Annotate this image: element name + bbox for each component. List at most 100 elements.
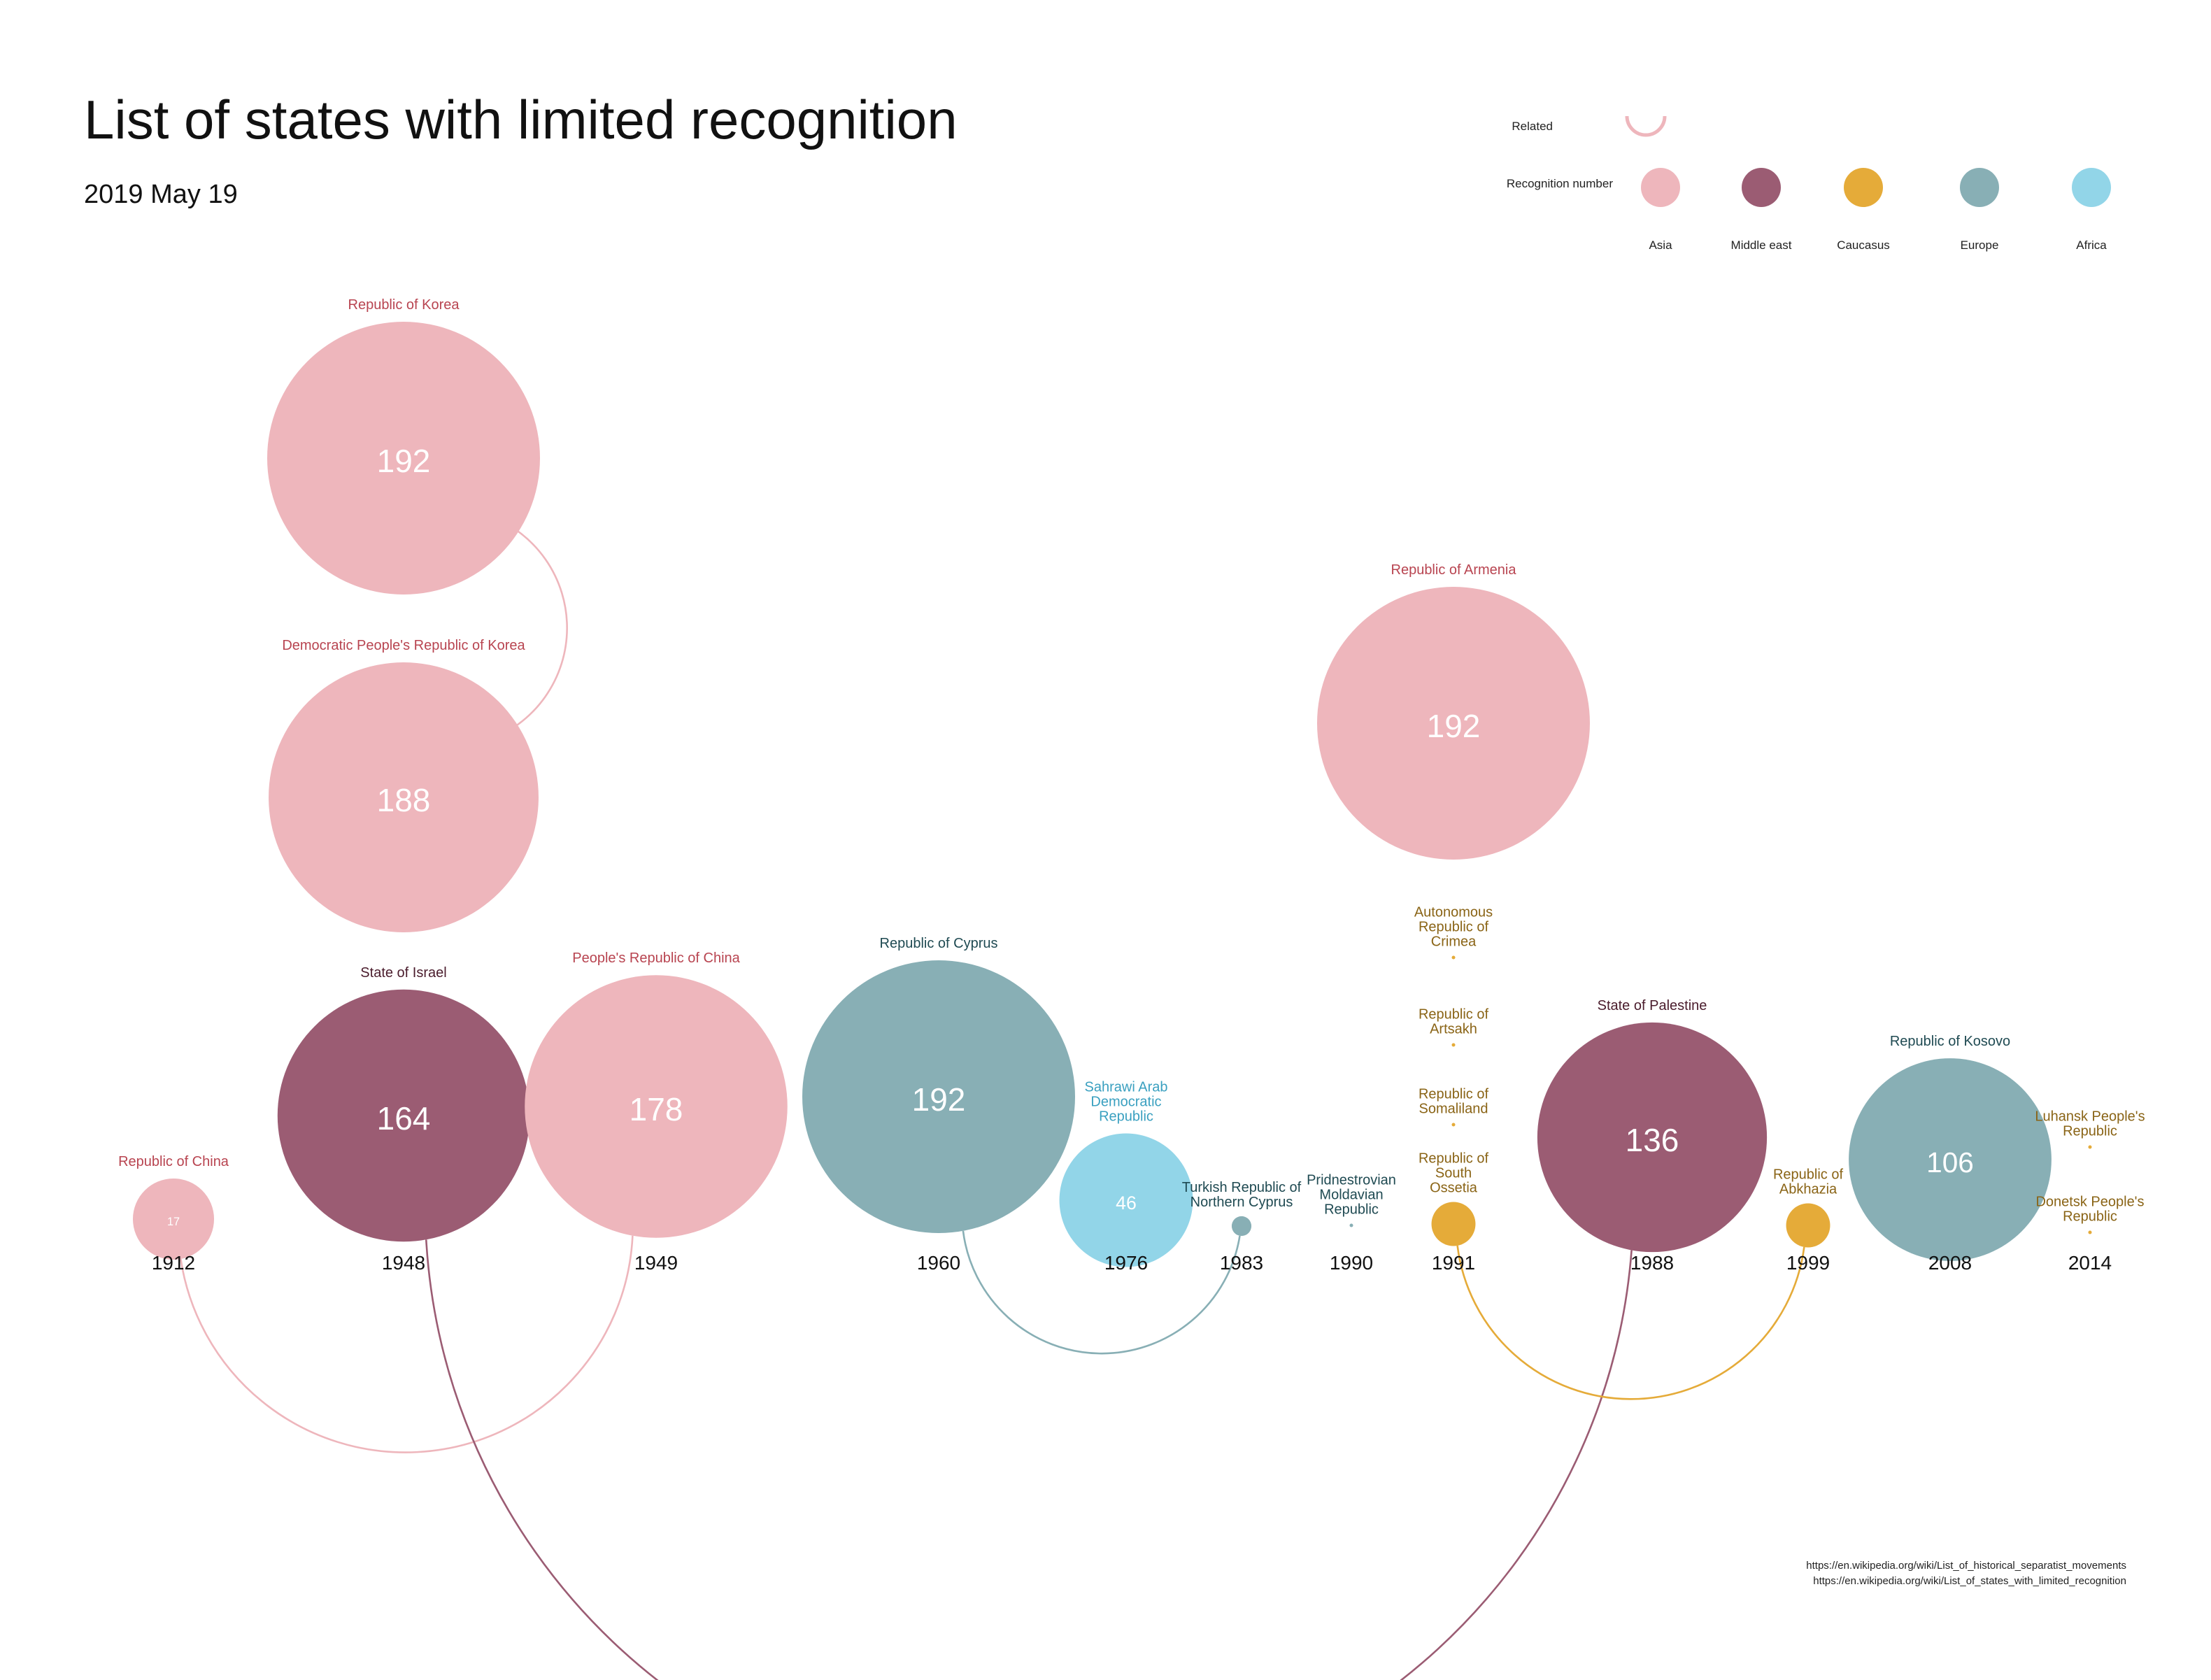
bubble-pridnestrovian-moldavian-republic[interactable] (1349, 1223, 1353, 1227)
legend-recognition-label: Recognition number (1507, 177, 1613, 190)
legend-label-africa: Africa (2076, 239, 2107, 252)
year-label-1999: 1999 (1786, 1252, 1830, 1274)
name-label-donetsk-people-s-republic: Donetsk People's Republic (2035, 1195, 2144, 1225)
legend-regions: Asia Middle east Caucasus Europe Africa (1641, 168, 2111, 252)
legend-swatch-asia (1641, 168, 1680, 207)
bubble-republic-of-kosovo[interactable] (1849, 1058, 2052, 1261)
name-label-people-s-republic-of-china: People's Republic of China (572, 951, 740, 966)
bubble-donetsk-people-s-republic[interactable] (2088, 1230, 2092, 1234)
state-turkish-republic-of-northern-cyprus[interactable]: Turkish Republic of Northern Cyprus (1182, 1180, 1302, 1237)
bubble-state-of-palestine[interactable] (1537, 1022, 1768, 1253)
legend: Related Recognition number Asia Middle ea… (1507, 115, 2111, 252)
state-donetsk-people-s-republic[interactable]: Donetsk People's Republic (2035, 1195, 2145, 1234)
year-label-1988: 1988 (1630, 1252, 1674, 1274)
bubble-republic-of-artsakh[interactable] (1451, 1043, 1456, 1047)
state-autonomous-republic-of-crimea[interactable]: Autonomous Republic of Crimea (1414, 905, 1493, 960)
relation-arc-state-of-israel-to-state-of-palestine (425, 1239, 1633, 1680)
value-label-republic-of-armenia: 192 (1427, 708, 1481, 744)
bubble-turkish-republic-of-northern-cyprus[interactable] (1231, 1216, 1252, 1237)
value-label-state-of-palestine: 136 (1626, 1122, 1679, 1158)
year-label-1960: 1960 (917, 1252, 960, 1274)
bubble-state-of-israel[interactable] (277, 989, 530, 1242)
legend-swatch-caucasus (1844, 168, 1883, 207)
bubble-people-s-republic-of-china[interactable] (525, 975, 788, 1238)
source-link-1[interactable]: https://en.wikipedia.org/wiki/List_of_hi… (1806, 1560, 2126, 1572)
state-pridnestrovian-moldavian-republic[interactable]: Pridnestrovian Moldavian Republic (1307, 1173, 1396, 1227)
value-label-republic-of-china: 17 (167, 1216, 180, 1228)
year-label-1976: 1976 (1104, 1252, 1148, 1274)
bubble-republic-of-armenia[interactable] (1317, 587, 1590, 860)
legend-label-asia: Asia (1649, 239, 1672, 252)
bubble-republic-of-somaliland[interactable] (1451, 1123, 1456, 1127)
legend-label-europe: Europe (1961, 239, 1999, 252)
value-label-republic-of-kosovo: 106 (1926, 1146, 1974, 1179)
bubble-autonomous-republic-of-crimea[interactable] (1451, 955, 1456, 960)
state-republic-of-armenia[interactable]: 192 Republic of Armenia (1317, 562, 1590, 860)
source-link-2[interactable]: https://en.wikipedia.org/wiki/List_of_st… (1813, 1575, 2126, 1587)
bubble-republic-of-abkhazia[interactable] (1786, 1203, 1830, 1248)
state-republic-of-china[interactable]: 17 Republic of China (118, 1154, 229, 1260)
legend-label-caucasus: Caucasus (1837, 239, 1890, 252)
state-republic-of-south-ossetia[interactable]: Republic of South Ossetia (1419, 1151, 1489, 1246)
legend-swatch-africa (2072, 168, 2111, 207)
name-label-state-of-israel: State of Israel (360, 965, 446, 981)
name-label-republic-of-kosovo: Republic of Kosovo (1890, 1034, 2010, 1049)
name-label-republic-of-somaliland: Republic of Somaliland (1419, 1087, 1489, 1117)
name-label-republic-of-korea: Republic of Korea (348, 297, 460, 313)
bubble-republic-of-south-ossetia[interactable] (1431, 1202, 1476, 1246)
legend-swatch-europe (1960, 168, 1999, 207)
legend-label-middle-east: Middle east (1731, 239, 1792, 252)
relation-arc-republic-of-cyprus-to-turkish-republic-of-northern-cyprus (962, 1230, 1241, 1355)
name-label-autonomous-republic-of-crimea: Autonomous Republic of Crimea (1414, 905, 1493, 950)
state-luhansk-people-s-republic[interactable]: Luhansk People's Republic (2035, 1109, 2145, 1149)
name-label-republic-of-china: Republic of China (118, 1154, 229, 1169)
name-label-republic-of-south-ossetia: Republic of South Ossetia (1419, 1151, 1489, 1196)
relation-arc-republic-of-korea-to-democratic-people-s-republic-of-korea (487, 514, 568, 742)
name-label-pridnestrovian-moldavian-republic: Pridnestrovian Moldavian Republic (1307, 1173, 1396, 1218)
relation-arc-republic-of-south-ossetia-to-republic-of-abkhazia (1456, 1245, 1805, 1400)
chart-subtitle: 2019 May 19 (84, 180, 238, 209)
state-republic-of-korea[interactable]: 192 Republic of Korea (267, 297, 540, 595)
value-label-democratic-people-s-republic-of-korea: 188 (377, 782, 431, 818)
bubble-republic-of-korea[interactable] (267, 322, 540, 595)
year-label-1912: 1912 (152, 1252, 195, 1274)
name-label-republic-of-abkhazia: Republic of Abkhazia (1773, 1167, 1844, 1197)
year-axis: 1912 1948 1949 1960 1976 1983 1990 1991 1988 1999… (152, 1252, 2112, 1274)
year-label-1991: 1991 (1432, 1252, 1475, 1274)
relation-arcs (180, 514, 1805, 1680)
name-label-turkish-republic-of-northern-cyprus: Turkish Republic of Northern Cyprus (1182, 1180, 1302, 1210)
year-label-2014: 2014 (2068, 1252, 2112, 1274)
state-state-of-israel[interactable]: 164 State of Israel (277, 965, 530, 1242)
name-label-republic-of-artsakh: Republic of Artsakh (1419, 1007, 1489, 1037)
bubble-democratic-people-s-republic-of-korea[interactable] (269, 662, 539, 932)
state-republic-of-cyprus[interactable]: 192 Republic of Cyprus (802, 936, 1075, 1233)
value-label-state-of-israel: 164 (377, 1100, 431, 1137)
value-label-people-s-republic-of-china: 178 (630, 1091, 683, 1127)
value-label-republic-of-cyprus: 192 (912, 1081, 966, 1118)
chart-title: List of states with limited recognition (84, 89, 958, 150)
name-label-sahrawi-arab-democratic-republic: Sahrawi Arab Democratic Republic (1085, 1080, 1168, 1125)
name-label-luhansk-people-s-republic: Luhansk People's Republic (2035, 1109, 2145, 1139)
year-label-1983: 1983 (1220, 1252, 1263, 1274)
state-people-s-republic-of-china[interactable]: 178 People's Republic of China (525, 951, 788, 1238)
bubble-republic-of-cyprus[interactable] (802, 960, 1075, 1233)
state-democratic-people-s-republic-of-korea[interactable]: 188 Democratic People's Republic of Korea (269, 638, 539, 932)
state-republic-of-kosovo[interactable]: 106 Republic of Kosovo (1849, 1034, 2052, 1261)
value-label-sahrawi-arab-democratic-republic: 46 (1116, 1193, 1137, 1213)
state-republic-of-abkhazia[interactable]: Republic of Abkhazia (1773, 1167, 1844, 1248)
bubble-republic-of-china[interactable] (132, 1178, 215, 1260)
year-label-2008: 2008 (1928, 1252, 1972, 1274)
value-label-republic-of-korea: 192 (377, 443, 431, 479)
name-label-republic-of-armenia: Republic of Armenia (1391, 562, 1517, 578)
relation-arc-republic-of-china-to-people-s-republic-of-china (180, 1235, 634, 1453)
state-state-of-palestine[interactable]: 136 State of Palestine (1537, 998, 1768, 1253)
bubble-sahrawi-arab-democratic-republic[interactable] (1059, 1133, 1193, 1267)
state-republic-of-artsakh[interactable]: Republic of Artsakh (1419, 1007, 1489, 1047)
state-republic-of-somaliland[interactable]: Republic of Somaliland (1419, 1087, 1489, 1127)
state-sahrawi-arab-democratic-republic[interactable]: 46 Sahrawi Arab Democratic Republic (1059, 1080, 1193, 1267)
year-label-1949: 1949 (634, 1252, 678, 1274)
legend-swatch-middle-east (1742, 168, 1781, 207)
bubble-luhansk-people-s-republic[interactable] (2088, 1145, 2092, 1149)
